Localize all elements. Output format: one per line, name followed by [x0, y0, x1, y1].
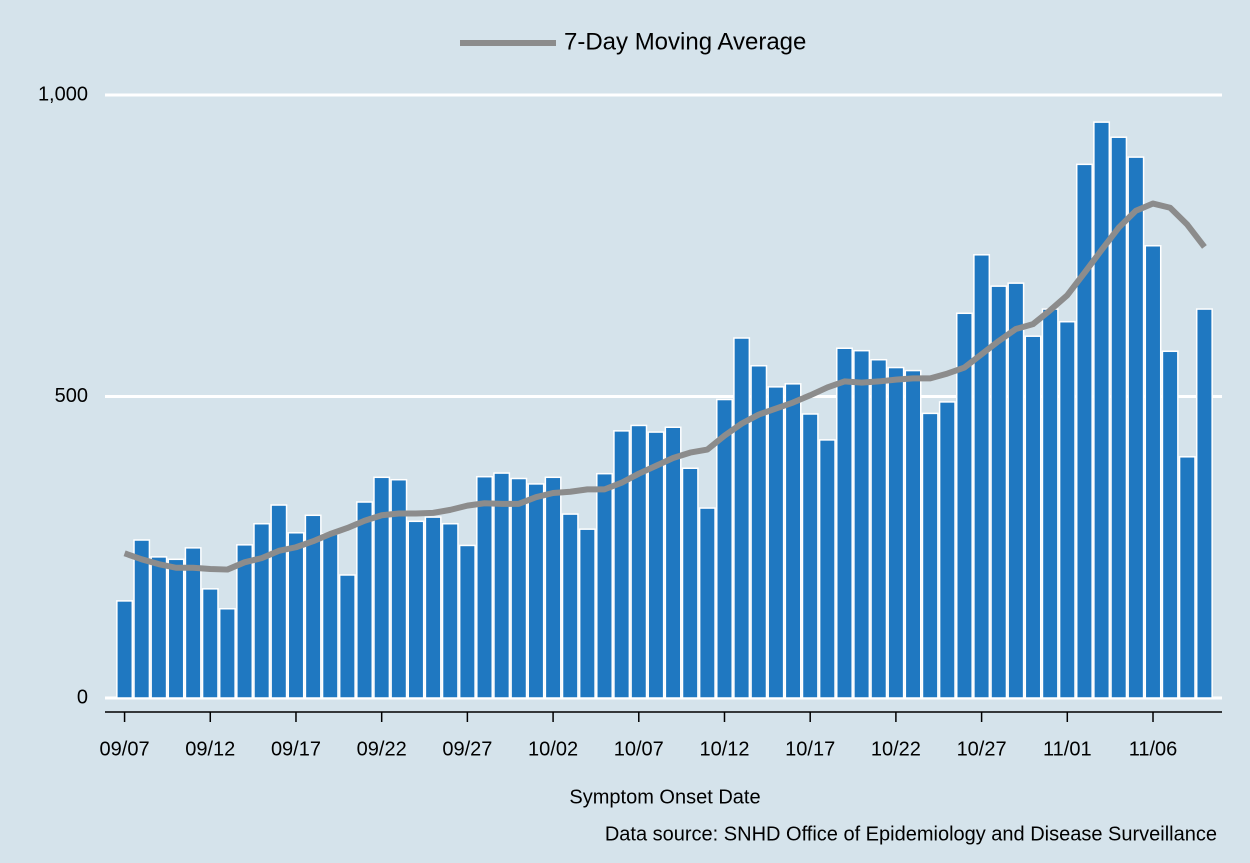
bar	[1110, 136, 1128, 699]
bar	[510, 477, 528, 699]
bar	[630, 424, 648, 699]
x-axis-label: Symptom Onset Date	[569, 786, 760, 808]
bar	[1024, 335, 1042, 699]
bar	[373, 476, 391, 699]
x-tick-label: 09/17	[271, 738, 321, 760]
x-tick-label: 09/07	[100, 738, 150, 760]
bar	[561, 513, 579, 699]
bar	[338, 574, 356, 699]
bar	[853, 349, 871, 699]
bar	[407, 520, 425, 699]
bar	[167, 558, 185, 699]
bar	[578, 528, 596, 699]
bar	[647, 431, 665, 699]
bar	[1075, 163, 1093, 699]
bar	[1127, 156, 1145, 699]
bar	[716, 398, 733, 699]
bar	[921, 412, 939, 699]
x-tick-label: 10/07	[614, 738, 664, 760]
bar	[544, 476, 562, 699]
bar	[441, 522, 459, 699]
bar	[253, 522, 271, 699]
bar	[955, 312, 973, 699]
moving-average-line	[123, 200, 1207, 573]
x-tick-label: 10/22	[871, 738, 921, 760]
bar	[750, 364, 768, 699]
x-tick-label: 09/12	[185, 738, 235, 760]
source-note: Data source: SNHD Office of Epidemiology…	[605, 823, 1217, 845]
bar	[527, 483, 545, 699]
bar	[476, 475, 493, 699]
x-tick-label: 10/12	[699, 738, 749, 760]
bar	[767, 386, 785, 699]
bar	[904, 369, 922, 699]
bar	[973, 254, 991, 699]
bar	[270, 504, 288, 699]
bar	[321, 533, 339, 699]
bar	[664, 426, 682, 699]
bar	[236, 544, 254, 699]
bar	[1195, 308, 1213, 699]
bar	[1161, 350, 1179, 699]
bar	[887, 366, 905, 699]
bar	[1093, 121, 1111, 699]
bar	[356, 501, 374, 699]
bar	[390, 478, 408, 699]
bar	[424, 516, 442, 699]
bar	[801, 413, 819, 699]
bar	[681, 467, 699, 699]
bar	[218, 608, 236, 699]
bar	[201, 588, 219, 699]
bar	[287, 532, 305, 699]
bar	[818, 439, 836, 699]
y-tick-label: 500	[55, 385, 88, 407]
bar	[1007, 282, 1025, 699]
bar	[698, 507, 716, 699]
bar	[1058, 320, 1076, 699]
bar	[184, 547, 202, 699]
x-tick-label: 09/27	[442, 738, 492, 760]
bar	[1178, 456, 1196, 699]
bar	[1144, 245, 1162, 699]
bar	[870, 358, 888, 699]
bar	[733, 337, 751, 699]
bar	[493, 472, 511, 699]
bar	[938, 401, 956, 699]
x-tick-label: 10/02	[528, 738, 578, 760]
y-tick-label: 1,000	[38, 83, 88, 105]
bar	[990, 285, 1008, 699]
bar	[133, 539, 151, 699]
bar	[596, 472, 613, 699]
bar	[116, 600, 134, 699]
legend-label: 7-Day Moving Average	[564, 28, 806, 55]
bar	[836, 347, 853, 699]
x-tick-label: 10/27	[957, 738, 1007, 760]
bar	[1041, 308, 1059, 699]
bar	[150, 556, 168, 699]
bar	[458, 544, 476, 699]
bar	[784, 383, 802, 699]
bar	[613, 430, 631, 699]
bar	[304, 514, 322, 699]
x-tick-label: 11/06	[1129, 738, 1178, 760]
x-tick-label: 09/22	[357, 738, 407, 760]
y-tick-label: 0	[77, 686, 88, 708]
x-tick-label: 10/17	[785, 738, 835, 760]
x-tick-label: 11/01	[1043, 738, 1092, 760]
